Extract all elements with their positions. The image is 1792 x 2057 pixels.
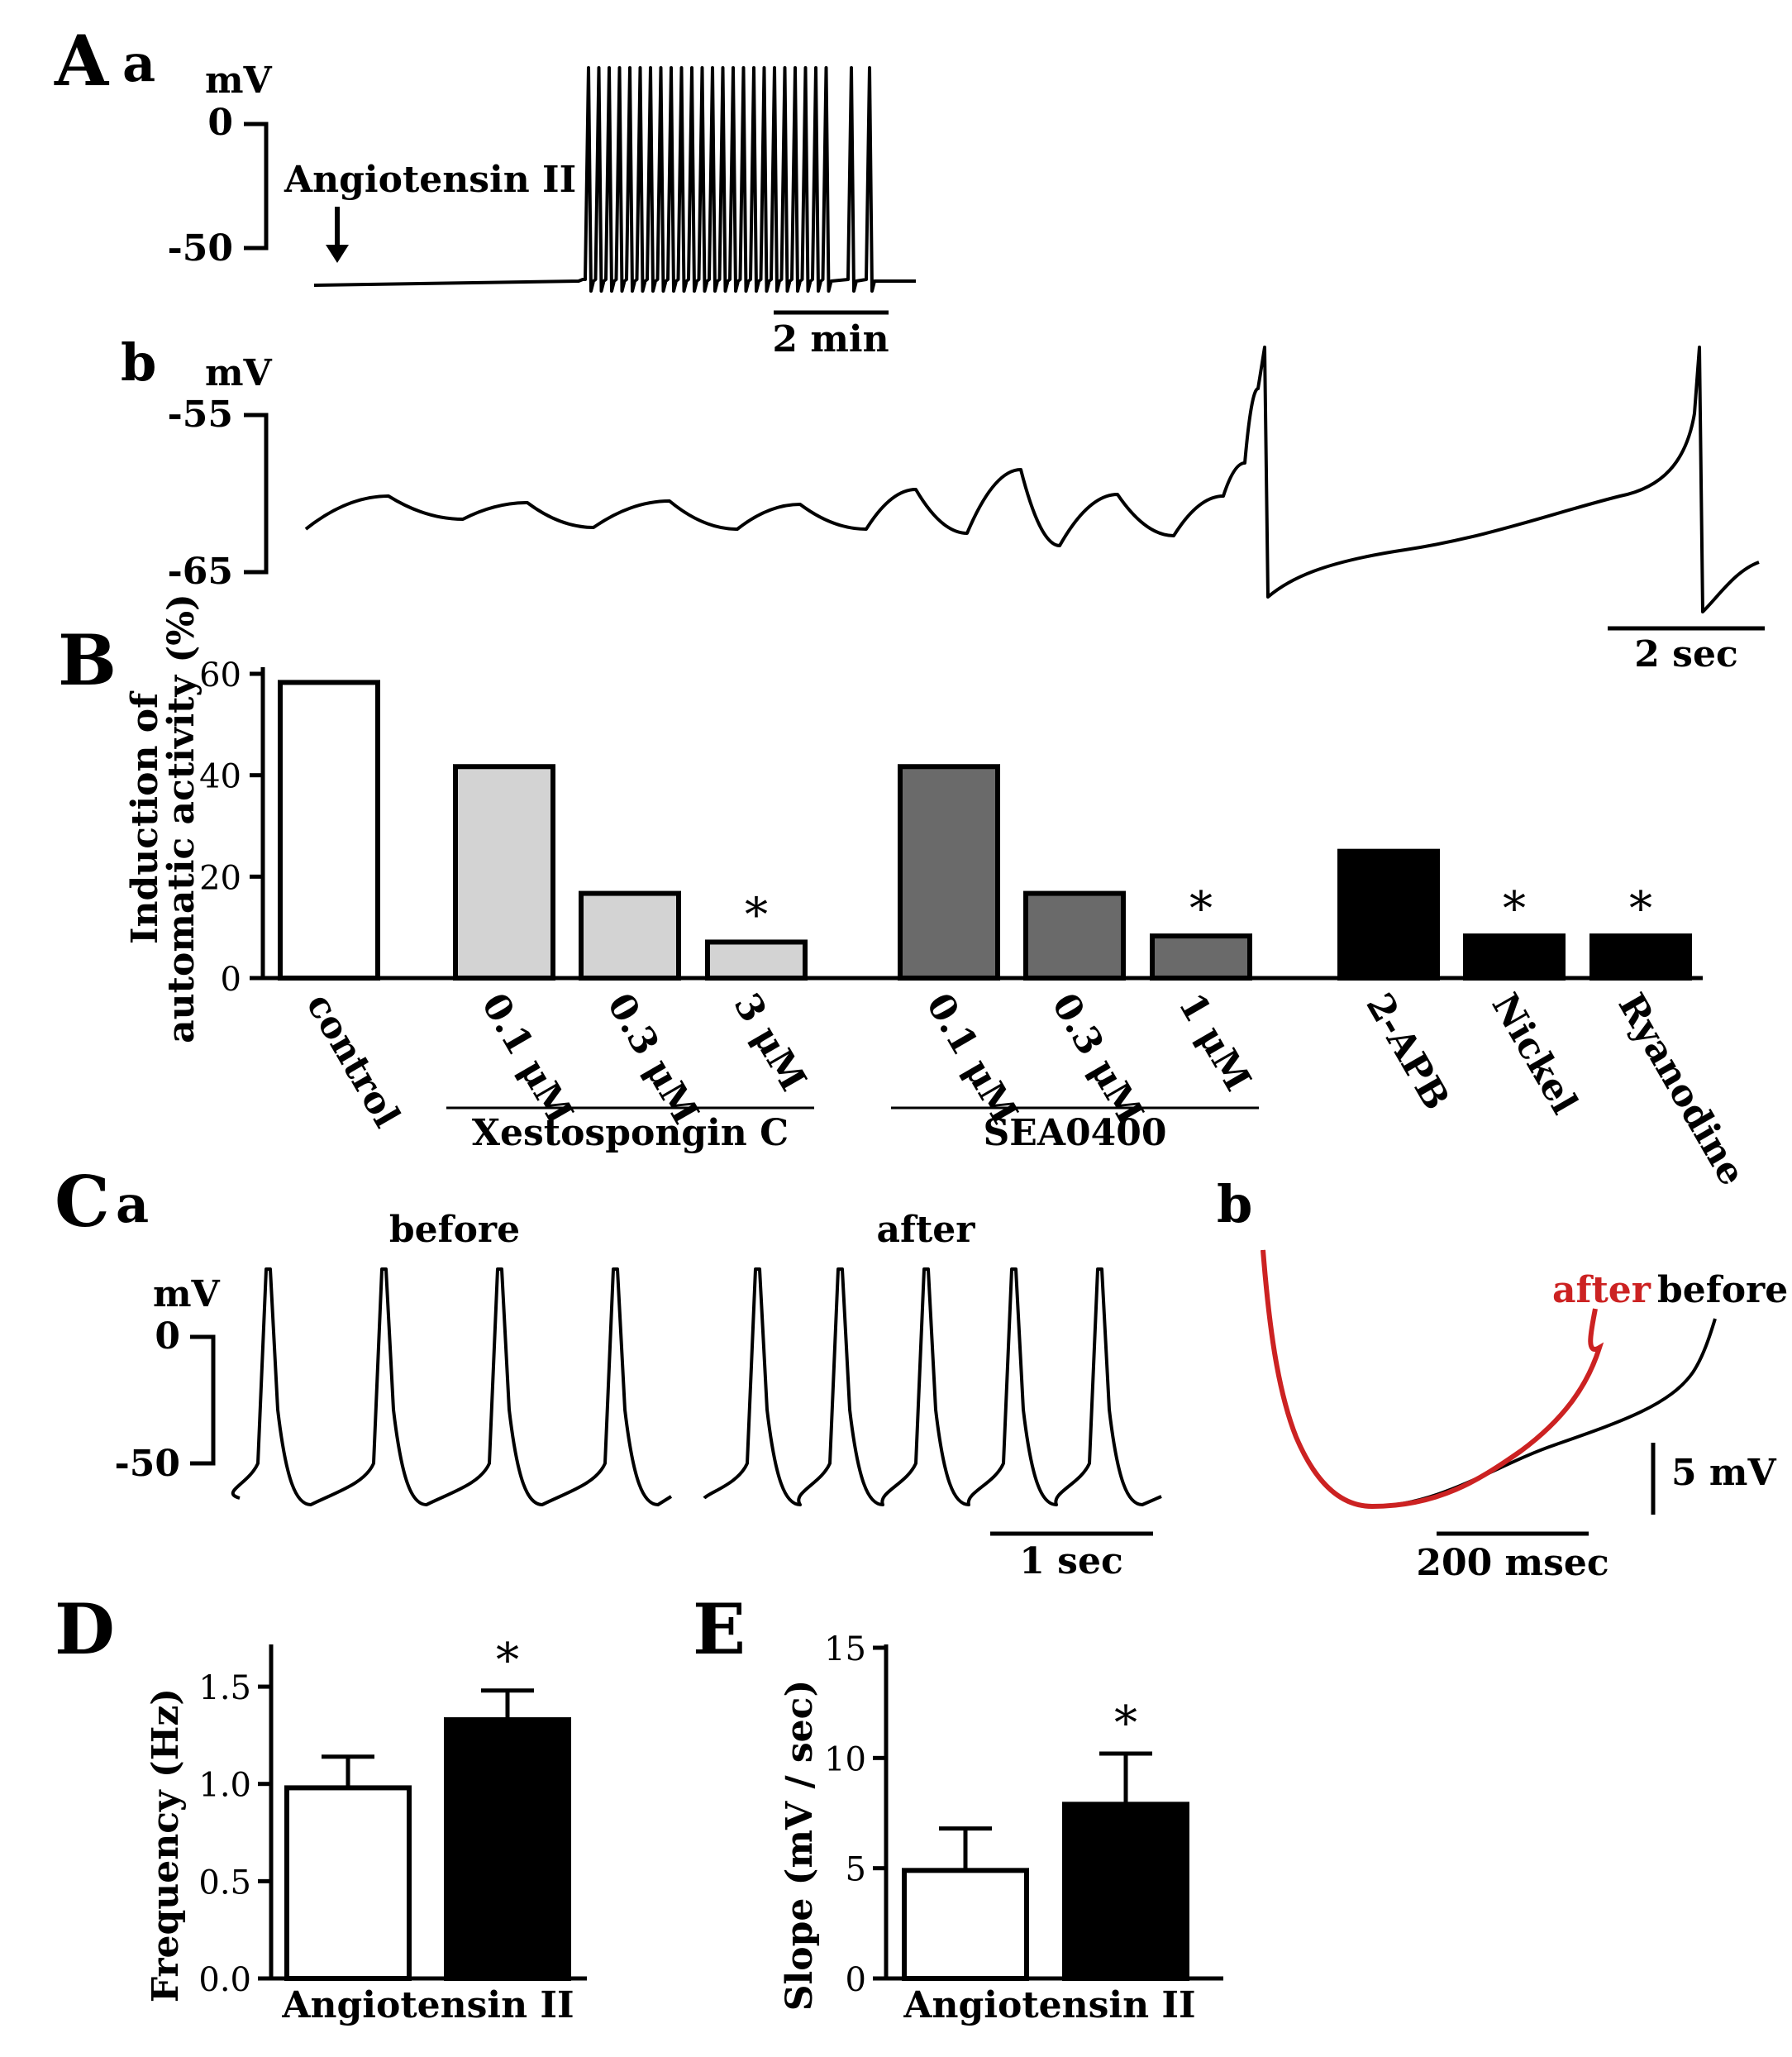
chartE-ytick-label: 10 (824, 1740, 866, 1778)
B-bar-7 (1337, 848, 1440, 981)
B-category-label: 0.1 μM (917, 986, 1026, 1131)
Aa-time-scale-label: 2 min (772, 318, 889, 360)
panel-label-Ab: b (121, 332, 156, 393)
B-significance-star: * (745, 888, 768, 942)
panel-label-E: E (693, 1588, 746, 1670)
chartD-ytick-label: 0.5 (198, 1864, 251, 1902)
B-category-label: 0.3 μM (1043, 986, 1151, 1131)
E-xlabel: Angiotensin II (903, 1984, 1195, 2026)
arrow-down-icon (326, 245, 349, 263)
chartE-significance-star: * (1114, 1697, 1137, 1750)
Cb-after-trace (1261, 1249, 1604, 1510)
Ca-before-trace (231, 1267, 673, 1506)
B-significance-star: * (1629, 882, 1652, 936)
B-bar-3 (705, 939, 808, 981)
B-ytick-label: 40 (199, 758, 241, 796)
chartD-ytick-label: 0.0 (198, 1961, 251, 1999)
Ca-before-label: before (389, 1209, 520, 1251)
panel-label-C: C (55, 1161, 110, 1243)
B-category-label: 0.1 μM (473, 986, 581, 1131)
B-category-label: Ryanodine (1609, 986, 1753, 1193)
B-bar-1 (453, 764, 555, 981)
B-ytick-label: 20 (199, 859, 241, 897)
B-significance-star: * (1503, 882, 1526, 936)
panel-label-B: B (58, 619, 117, 701)
B-bar-8 (1463, 933, 1566, 981)
Ab-tick-minus55: -55 (168, 394, 234, 436)
Aa-tick-0: 0 (207, 102, 233, 144)
B-bar-4 (898, 764, 1000, 981)
B-category-label: Nickel (1483, 986, 1585, 1121)
Ca-after-label: after (877, 1209, 976, 1251)
E-ylabel: Slope (mV / sec) (779, 1680, 821, 2012)
B-ytick-label: 60 (199, 656, 241, 694)
D-ylabel: Frequency (Hz) (145, 1688, 187, 2002)
Ca-unit-label: mV (153, 1273, 221, 1315)
panel-label-Aa: a (122, 33, 155, 93)
chartD-ytick-label: 1.5 (198, 1669, 251, 1707)
B-category-label: 0.3 μM (598, 986, 707, 1131)
B-bar-0 (278, 680, 380, 981)
Ca-voltage-scale-bar (190, 1334, 216, 1466)
Aa-angiotensin-label: Angiotensin II (284, 159, 576, 201)
chartE-bar-before (902, 1868, 1029, 1981)
Ca-tick-minus50: -50 (115, 1443, 181, 1485)
B-category-label: 2-APB (1357, 986, 1457, 1117)
D-bar-chart: 0.0 0.5 1.0 1.5 * (198, 1634, 587, 1999)
chartD-bar-before (284, 1785, 412, 1982)
B-group-label: SEA0400 (984, 1112, 1167, 1154)
B-category-label: control (298, 986, 407, 1134)
Cb-after-label: after (1552, 1269, 1651, 1311)
panel-label-Cb: b (1217, 1174, 1252, 1234)
B-ylabel-line2: automatic activity (%) (160, 594, 203, 1043)
Aa-membrane-potential-trace (313, 66, 916, 293)
Aa-voltage-scale-bar (244, 122, 269, 251)
Ca-time-scale-label: 1 sec (1019, 1540, 1123, 1582)
panel-label-Ca: a (116, 1174, 149, 1234)
panel-label-A: A (54, 20, 110, 102)
Ab-voltage-scale-bar (244, 413, 269, 575)
Cb-voltage-scale-label: 5 mV (1671, 1452, 1776, 1494)
B-bar-9 (1589, 933, 1692, 981)
B-bar-6 (1150, 933, 1252, 981)
chartE-ytick-label: 5 (846, 1851, 866, 1889)
Cb-time-scale-label: 200 msec (1416, 1542, 1609, 1584)
B-y-axis-title: Induction of automatic activity (%) (124, 594, 203, 1043)
chartD-ytick-label: 1.0 (198, 1767, 251, 1805)
B-ylabel-line1: Induction of (124, 690, 166, 944)
chartD-bar-after (444, 1717, 571, 1981)
E-bar-chart: 0 5 10 15 * (824, 1630, 1223, 1999)
chartE-ytick-label: 15 (824, 1630, 866, 1668)
chartD-significance-star: * (496, 1634, 519, 1687)
B-ytick-label: 0 (221, 961, 241, 999)
B-significance-star: * (1189, 882, 1213, 936)
Ab-membrane-potential-trace (304, 346, 1760, 613)
B-group-label: Xestospongin C (472, 1112, 789, 1154)
B-bar-2 (579, 890, 681, 981)
panel-label-D: D (55, 1588, 115, 1670)
chartE-ytick-label: 0 (846, 1961, 866, 1999)
B-bar-5 (1023, 890, 1126, 981)
Ab-tick-minus65: -65 (168, 551, 234, 593)
Aa-tick-minus50: -50 (168, 227, 234, 270)
Cb-before-label: before (1657, 1269, 1788, 1311)
Ab-time-scale-label: 2 sec (1634, 633, 1738, 675)
Ab-unit-label: mV (205, 352, 273, 394)
B-category-label: 1 μM (1170, 986, 1259, 1098)
B-category-label: 3 μM (725, 986, 814, 1098)
Ca-after-trace (703, 1267, 1162, 1506)
Aa-unit-label: mV (205, 60, 273, 102)
chartE-bar-after (1062, 1802, 1189, 1981)
Ca-tick-0: 0 (155, 1315, 180, 1358)
D-xlabel: Angiotensin II (281, 1984, 574, 2026)
